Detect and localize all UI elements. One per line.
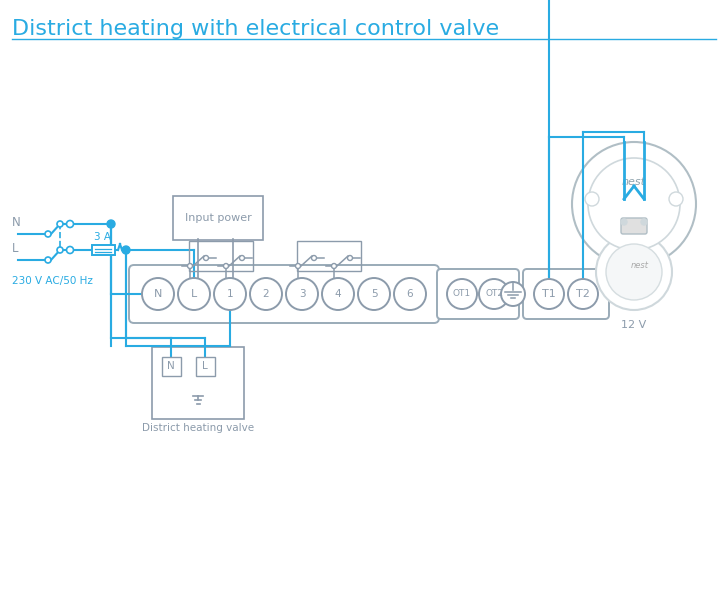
Text: 12 V: 12 V: [622, 320, 646, 330]
Text: 1: 1: [226, 289, 233, 299]
Text: nest: nest: [631, 261, 649, 270]
Circle shape: [142, 278, 174, 310]
Circle shape: [501, 282, 525, 306]
FancyBboxPatch shape: [621, 218, 647, 234]
Text: 2: 2: [263, 289, 269, 299]
Circle shape: [66, 247, 74, 254]
FancyBboxPatch shape: [196, 356, 215, 375]
Circle shape: [312, 255, 317, 261]
Circle shape: [358, 278, 390, 310]
FancyBboxPatch shape: [173, 196, 263, 240]
Circle shape: [45, 257, 51, 263]
Circle shape: [178, 278, 210, 310]
Circle shape: [322, 278, 354, 310]
Text: 6: 6: [407, 289, 414, 299]
Circle shape: [588, 158, 680, 250]
Circle shape: [621, 219, 627, 225]
Circle shape: [568, 279, 598, 309]
Circle shape: [296, 264, 301, 268]
Text: Input power: Input power: [185, 213, 251, 223]
Circle shape: [641, 219, 647, 225]
FancyBboxPatch shape: [437, 269, 519, 319]
FancyBboxPatch shape: [162, 356, 181, 375]
FancyBboxPatch shape: [92, 245, 114, 255]
Text: L: L: [12, 242, 18, 254]
Text: 3: 3: [298, 289, 305, 299]
Circle shape: [204, 255, 208, 261]
Text: N: N: [12, 216, 21, 229]
Circle shape: [534, 279, 564, 309]
Circle shape: [122, 246, 130, 254]
Text: District heating with electrical control valve: District heating with electrical control…: [12, 19, 499, 39]
Text: 5: 5: [371, 289, 377, 299]
Circle shape: [57, 247, 63, 253]
Circle shape: [447, 279, 477, 309]
Circle shape: [107, 220, 115, 228]
Text: T2: T2: [576, 289, 590, 299]
Text: N: N: [154, 289, 162, 299]
Text: nest: nest: [622, 177, 646, 187]
Text: OT2: OT2: [485, 289, 503, 299]
Circle shape: [585, 192, 599, 206]
Circle shape: [572, 142, 696, 266]
Text: 3 A: 3 A: [95, 232, 111, 242]
Circle shape: [286, 278, 318, 310]
Text: T1: T1: [542, 289, 556, 299]
Circle shape: [214, 278, 246, 310]
Text: 4: 4: [335, 289, 341, 299]
Circle shape: [240, 255, 245, 261]
Circle shape: [66, 220, 74, 228]
Circle shape: [394, 278, 426, 310]
Text: L: L: [202, 361, 208, 371]
Circle shape: [606, 244, 662, 300]
Circle shape: [188, 264, 192, 268]
Circle shape: [347, 255, 352, 261]
FancyBboxPatch shape: [152, 347, 244, 419]
Circle shape: [250, 278, 282, 310]
Circle shape: [331, 264, 336, 268]
Circle shape: [596, 234, 672, 310]
Circle shape: [57, 221, 63, 227]
Text: 230 V AC/50 Hz: 230 V AC/50 Hz: [12, 276, 93, 286]
Circle shape: [479, 279, 509, 309]
Text: OT1: OT1: [453, 289, 471, 299]
Circle shape: [669, 192, 683, 206]
FancyBboxPatch shape: [129, 265, 439, 323]
Text: District heating valve: District heating valve: [142, 423, 254, 433]
FancyBboxPatch shape: [523, 269, 609, 319]
Text: N: N: [167, 361, 175, 371]
Text: L: L: [191, 289, 197, 299]
Circle shape: [45, 231, 51, 237]
Circle shape: [223, 264, 229, 268]
